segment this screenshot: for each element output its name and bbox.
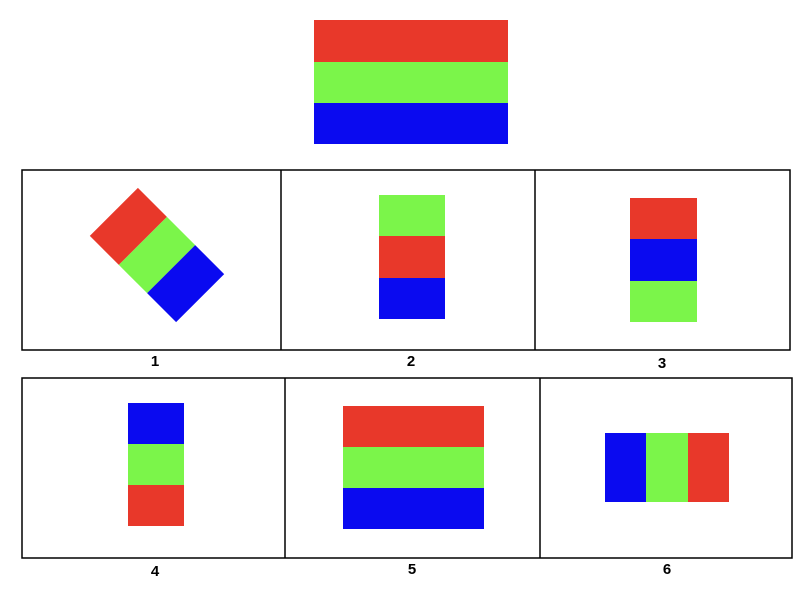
option-label: 3	[658, 355, 666, 372]
option-frames-row-2	[21, 377, 793, 559]
option-5-flag	[343, 406, 484, 529]
option-label: 4	[151, 563, 160, 580]
stripe-red	[89, 187, 167, 265]
option-label: 5	[408, 561, 416, 578]
stripe-blue	[128, 403, 184, 444]
stripe-red	[343, 406, 484, 447]
option-2-flag	[379, 195, 445, 319]
option-4-flag	[128, 403, 184, 526]
option-6-flag	[605, 433, 729, 502]
option-label: 2	[407, 353, 415, 370]
stripe-blue	[147, 245, 225, 323]
stripe-green	[379, 195, 445, 236]
option-label: 1	[151, 353, 159, 370]
stripe-green	[343, 447, 484, 488]
stripe-green	[314, 62, 508, 103]
stripe-blue	[343, 488, 484, 529]
option-1-flag	[89, 187, 225, 323]
stripe-red	[128, 485, 184, 526]
option-3-flag	[630, 198, 697, 322]
stripe-green	[630, 281, 697, 322]
stripe-red	[688, 433, 729, 502]
option-label: 6	[663, 561, 671, 578]
option-frames-row-1	[21, 169, 791, 351]
stripe-blue	[314, 103, 508, 144]
stripe-blue	[630, 239, 697, 281]
stripe-green	[118, 216, 196, 294]
reference-flag	[314, 20, 508, 144]
frame	[21, 377, 793, 559]
frame	[21, 169, 791, 351]
stripe-red	[314, 20, 508, 62]
stripe-green	[128, 444, 184, 485]
stripe-red	[630, 198, 697, 239]
stripe-blue	[605, 433, 646, 502]
stripe-red	[379, 236, 445, 278]
stripe-green	[646, 433, 688, 502]
stripe-blue	[379, 278, 445, 319]
